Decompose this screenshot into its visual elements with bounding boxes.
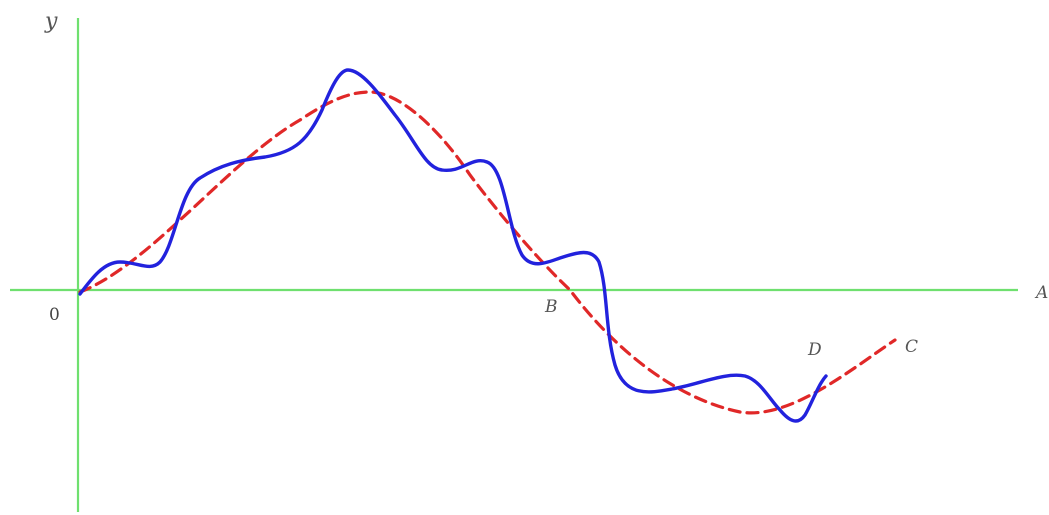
origin-label: 0 bbox=[49, 305, 60, 325]
solid-wave-curve bbox=[78, 68, 828, 423]
point-d-label: D bbox=[807, 340, 822, 360]
y-axis-label: y bbox=[44, 9, 58, 34]
dashed-sine-curve bbox=[78, 90, 897, 415]
x-axis-label: A bbox=[1034, 283, 1048, 303]
point-b-label: B bbox=[544, 297, 558, 317]
point-c-label: C bbox=[905, 337, 918, 357]
